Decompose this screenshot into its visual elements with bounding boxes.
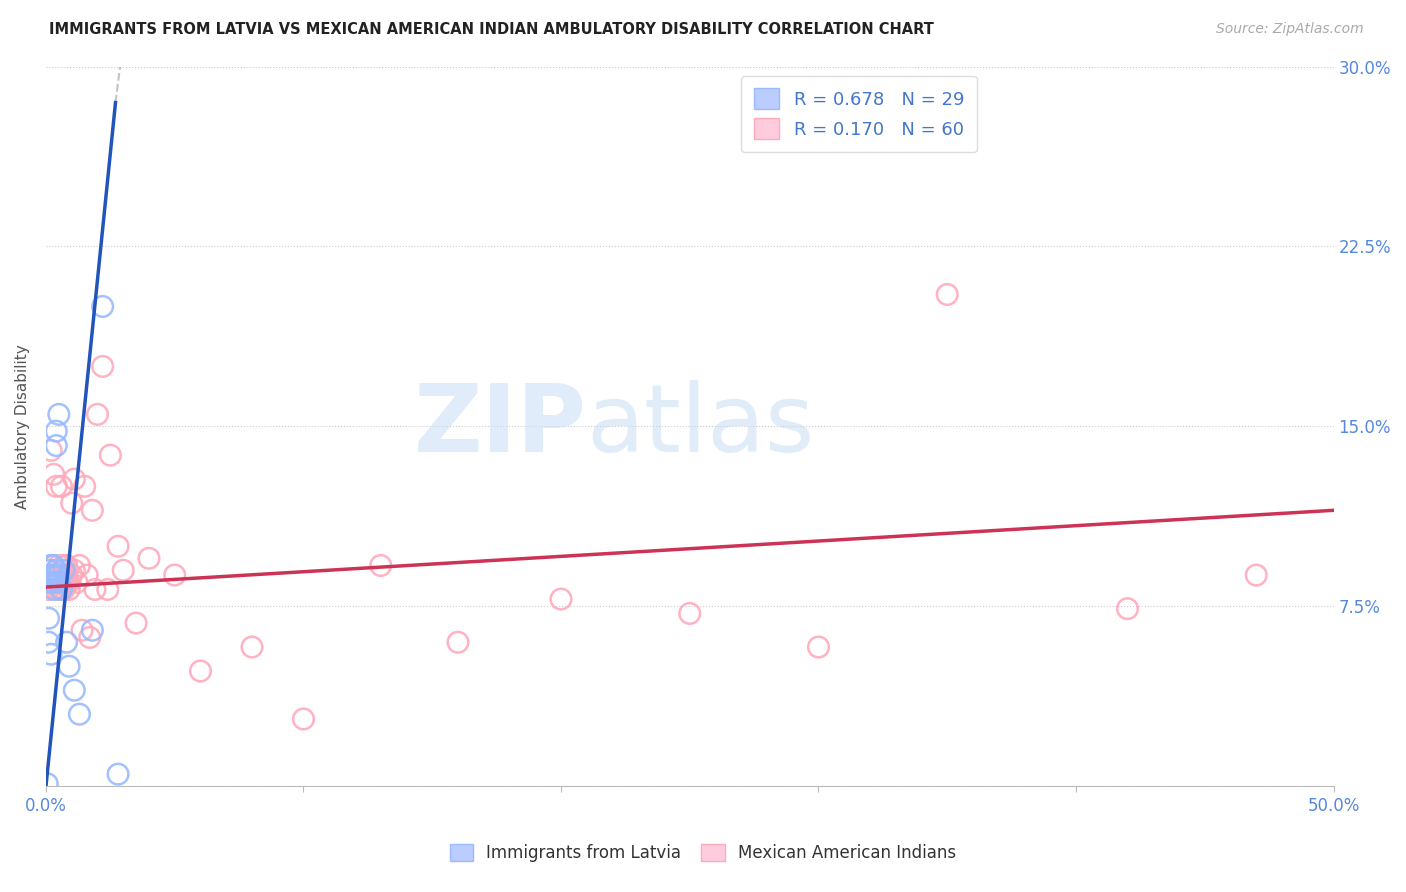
Point bbox=[53, 582, 76, 597]
Point bbox=[370, 558, 392, 573]
Point bbox=[42, 582, 65, 597]
Point bbox=[38, 575, 60, 590]
Point bbox=[42, 467, 65, 482]
Point bbox=[42, 575, 65, 590]
Point bbox=[48, 575, 70, 590]
Point bbox=[39, 575, 62, 590]
Point bbox=[60, 496, 83, 510]
Point bbox=[107, 767, 129, 781]
Point bbox=[48, 582, 70, 597]
Point bbox=[936, 287, 959, 301]
Point bbox=[82, 624, 104, 638]
Point bbox=[51, 479, 73, 493]
Point bbox=[38, 635, 60, 649]
Point bbox=[38, 611, 60, 625]
Point bbox=[76, 568, 98, 582]
Point bbox=[48, 568, 70, 582]
Point bbox=[98, 448, 121, 462]
Point bbox=[53, 558, 76, 573]
Point bbox=[112, 563, 135, 577]
Point bbox=[66, 575, 89, 590]
Point bbox=[53, 575, 76, 590]
Point bbox=[39, 647, 62, 661]
Point bbox=[45, 479, 67, 493]
Text: Source: ZipAtlas.com: Source: ZipAtlas.com bbox=[1216, 22, 1364, 37]
Point bbox=[42, 558, 65, 573]
Point bbox=[190, 664, 212, 678]
Point bbox=[39, 558, 62, 573]
Point bbox=[39, 575, 62, 590]
Point bbox=[107, 539, 129, 553]
Point bbox=[138, 551, 160, 566]
Point bbox=[55, 635, 77, 649]
Point bbox=[51, 575, 73, 590]
Point bbox=[48, 558, 70, 573]
Point bbox=[51, 563, 73, 577]
Point bbox=[39, 443, 62, 458]
Point bbox=[83, 582, 105, 597]
Point bbox=[45, 563, 67, 577]
Point bbox=[447, 635, 470, 649]
Legend: R = 0.678   N = 29, R = 0.170   N = 60: R = 0.678 N = 29, R = 0.170 N = 60 bbox=[741, 76, 977, 152]
Point bbox=[53, 563, 76, 577]
Point bbox=[51, 582, 73, 597]
Point bbox=[63, 683, 86, 698]
Point bbox=[58, 575, 80, 590]
Point bbox=[45, 582, 67, 597]
Point bbox=[97, 582, 120, 597]
Point bbox=[53, 568, 76, 582]
Legend: Immigrants from Latvia, Mexican American Indians: Immigrants from Latvia, Mexican American… bbox=[441, 836, 965, 871]
Point bbox=[69, 558, 91, 573]
Point bbox=[58, 582, 80, 597]
Point bbox=[42, 568, 65, 582]
Point bbox=[86, 408, 108, 422]
Point bbox=[240, 640, 263, 654]
Point bbox=[91, 300, 114, 314]
Point bbox=[55, 558, 77, 573]
Point bbox=[48, 408, 70, 422]
Point bbox=[679, 607, 702, 621]
Point bbox=[125, 615, 148, 630]
Point bbox=[42, 575, 65, 590]
Point bbox=[39, 558, 62, 573]
Point bbox=[45, 575, 67, 590]
Point bbox=[55, 575, 77, 590]
Y-axis label: Ambulatory Disability: Ambulatory Disability bbox=[15, 344, 30, 508]
Point bbox=[39, 568, 62, 582]
Point bbox=[45, 568, 67, 582]
Point bbox=[1116, 601, 1139, 615]
Point bbox=[45, 439, 67, 453]
Text: ZIP: ZIP bbox=[413, 380, 586, 473]
Point bbox=[38, 582, 60, 597]
Point bbox=[63, 472, 86, 486]
Point bbox=[42, 558, 65, 573]
Point bbox=[51, 582, 73, 597]
Point bbox=[48, 568, 70, 582]
Point bbox=[91, 359, 114, 374]
Point bbox=[550, 592, 572, 607]
Point bbox=[38, 568, 60, 582]
Text: atlas: atlas bbox=[586, 380, 815, 473]
Point bbox=[38, 563, 60, 577]
Point bbox=[70, 624, 93, 638]
Point bbox=[292, 712, 315, 726]
Text: IMMIGRANTS FROM LATVIA VS MEXICAN AMERICAN INDIAN AMBULATORY DISABILITY CORRELAT: IMMIGRANTS FROM LATVIA VS MEXICAN AMERIC… bbox=[49, 22, 934, 37]
Point bbox=[45, 424, 67, 438]
Point bbox=[79, 631, 101, 645]
Point bbox=[1246, 568, 1268, 582]
Point bbox=[63, 563, 86, 577]
Point bbox=[73, 479, 96, 493]
Point bbox=[55, 568, 77, 582]
Point bbox=[45, 563, 67, 577]
Point bbox=[807, 640, 830, 654]
Point bbox=[58, 659, 80, 673]
Point bbox=[82, 503, 104, 517]
Point bbox=[60, 568, 83, 582]
Point bbox=[163, 568, 186, 582]
Point bbox=[69, 707, 91, 722]
Point bbox=[37, 777, 59, 791]
